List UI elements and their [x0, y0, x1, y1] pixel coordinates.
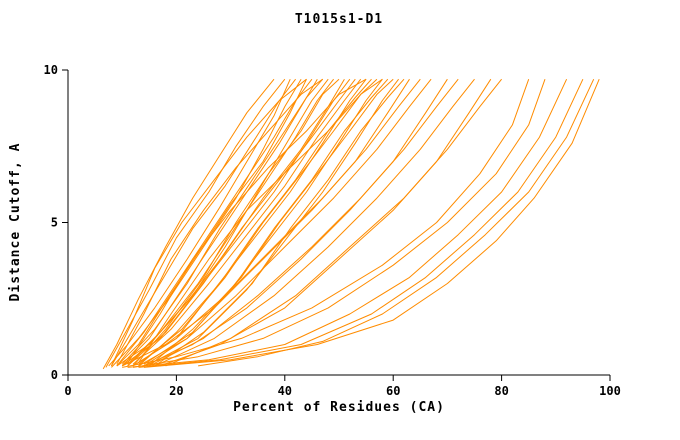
- curve-27: [138, 78, 432, 367]
- x-tick-label: 100: [599, 384, 621, 398]
- tick-labels: 0 20 40 60 80 100 0 5 10: [44, 63, 621, 398]
- curve-24: [154, 78, 405, 367]
- curve-01: [102, 78, 275, 370]
- x-tick-label: 60: [386, 384, 400, 398]
- curve-11: [127, 78, 334, 365]
- curve-05: [111, 78, 302, 368]
- curve-12: [132, 78, 340, 367]
- axes: [67, 70, 610, 376]
- curve-22: [148, 78, 394, 367]
- curve-25: [121, 78, 410, 367]
- curve-21: [143, 78, 389, 365]
- x-axis-label: Percent of Residues (CA): [233, 400, 445, 415]
- curve-30: [154, 78, 475, 367]
- curve-34: [132, 79, 546, 368]
- curve-04: [110, 78, 296, 367]
- curve-36: [138, 78, 584, 368]
- x-tick-label: 80: [494, 384, 508, 398]
- x-tick-label: 40: [278, 384, 292, 398]
- y-tick-label: 10: [44, 63, 58, 77]
- curve-07: [116, 78, 313, 367]
- curve-17: [132, 78, 367, 367]
- axis-ticks: [62, 69, 611, 381]
- y-axis-label: Distance Cutoff, A: [8, 142, 23, 302]
- curve-08: [121, 78, 318, 367]
- curve-06: [116, 78, 307, 367]
- curve-13: [116, 78, 345, 367]
- x-tick-label: 20: [169, 384, 183, 398]
- curve-09: [121, 78, 324, 365]
- chart-title: T1015s1-D1: [294, 12, 384, 27]
- curve-32: [165, 78, 502, 367]
- curve-29: [149, 78, 459, 367]
- curve-15: [127, 78, 356, 367]
- y-tick-label: 5: [51, 216, 58, 230]
- curve-16: [132, 78, 362, 365]
- y-tick-label: 0: [51, 368, 58, 382]
- curve-33: [122, 79, 530, 368]
- curve-28: [143, 78, 448, 367]
- curve-41: [127, 78, 367, 364]
- curve-40: [116, 78, 323, 365]
- curve-18: [138, 78, 372, 367]
- curve-42: [138, 78, 383, 364]
- curve-14: [121, 78, 351, 367]
- curve-39: [110, 78, 307, 367]
- curve-02: [105, 78, 286, 368]
- curve-35: [127, 78, 568, 368]
- curve-23: [149, 78, 399, 365]
- x-tick-label: 0: [64, 384, 71, 398]
- curve-19: [138, 78, 378, 365]
- curve-lines: [102, 78, 600, 370]
- curve-38: [143, 79, 600, 368]
- curve-26: [132, 78, 421, 367]
- curve-03: [108, 78, 291, 367]
